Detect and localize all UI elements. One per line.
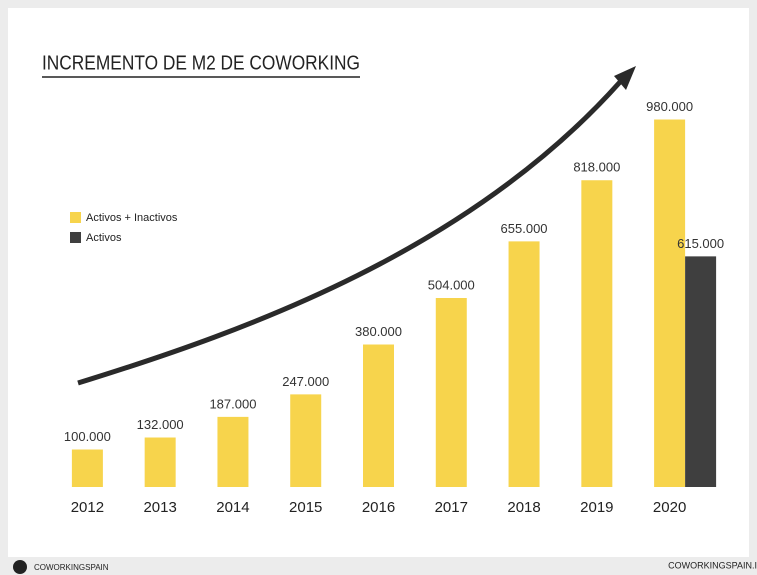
x-tick-label: 2019	[580, 499, 613, 516]
value-label: 504.000	[428, 277, 475, 292]
trend-arrow	[77, 80, 622, 386]
value-label: 655.000	[501, 221, 548, 236]
value-label: 187.000	[209, 396, 256, 411]
bar	[217, 416, 249, 487]
value-label: 980.000	[646, 99, 693, 114]
footer-left: COWORKINGSPAIN	[34, 563, 109, 572]
x-tick-label: 2014	[216, 499, 249, 516]
x-tick-label: 2012	[71, 499, 104, 516]
value-label: 615.000	[677, 236, 724, 251]
value-label: 100.000	[64, 429, 111, 444]
legend-swatch	[70, 212, 81, 223]
bar	[71, 449, 103, 487]
bar	[685, 256, 717, 487]
bar	[290, 394, 322, 487]
legend-label: Activos + Inactivos	[86, 212, 178, 224]
logo	[13, 560, 27, 574]
bar	[654, 119, 686, 487]
value-label: 380.000	[355, 324, 402, 339]
x-tick-label: 2016	[362, 499, 395, 516]
x-tick-label: 2015	[289, 499, 322, 516]
x-tick-label: 2018	[507, 499, 540, 516]
x-tick-label: 2013	[143, 499, 176, 516]
bar	[435, 298, 467, 487]
bar	[363, 344, 394, 487]
value-label: 818.000	[573, 160, 620, 175]
x-tick-label: 2017	[435, 499, 468, 516]
value-label: 132.000	[137, 417, 184, 432]
legend-label: Activos	[86, 232, 122, 244]
chart-title: INCREMENTO DE M2 DE COWORKING	[42, 52, 360, 74]
bar	[144, 437, 176, 487]
bar	[581, 180, 613, 487]
legend-swatch	[70, 232, 81, 243]
x-tick-label: 2020	[653, 499, 686, 516]
arrow-head	[614, 66, 636, 90]
footer-right: COWORKINGSPAIN.I	[668, 560, 757, 570]
value-label: 247.000	[282, 374, 329, 389]
bar	[508, 241, 540, 487]
